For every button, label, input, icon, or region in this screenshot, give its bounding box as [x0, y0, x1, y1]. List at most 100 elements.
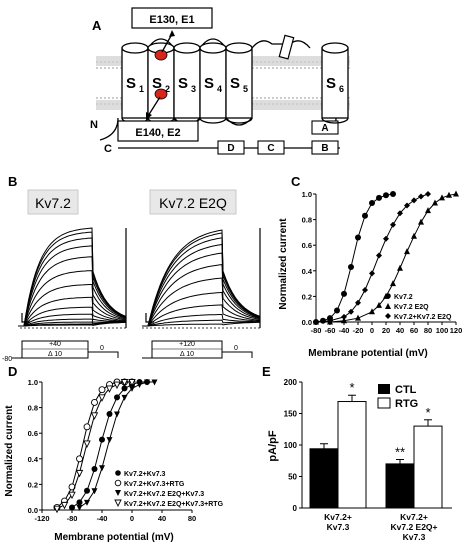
data-point-series-3	[397, 210, 403, 217]
legend-label-kv72-kv73-rtg: Kv7.2+Kv7.3+RTG	[124, 481, 185, 488]
category-label: Kv7.2+	[400, 512, 428, 522]
helix-d: D	[217, 140, 245, 155]
data-point-series-3	[418, 193, 424, 200]
scale-bar-left	[21, 313, 30, 323]
data-point-series-2	[369, 308, 375, 315]
data-point-series-4	[53, 505, 61, 514]
category-label: Kv7.3	[327, 522, 350, 532]
data-point-series-2	[411, 232, 417, 239]
legend-label-kv72-kv73: Kv7.2+Kv7.3	[124, 471, 166, 478]
legend-label-ctl: CTL	[395, 384, 417, 396]
helix-c-label: C	[267, 143, 274, 154]
panel-d-ylabel: Normalized current	[4, 405, 15, 497]
data-point-series-3	[136, 382, 143, 389]
data-point-series-2	[341, 317, 347, 324]
legend-label-kv72-e2q: Kv7.2 E2Q	[394, 304, 429, 311]
fit-curve-2	[316, 193, 457, 323]
loop-s5-pore	[251, 40, 311, 49]
panel-label-b: B	[8, 174, 17, 189]
current-traces-kv72-e2q	[142, 228, 261, 328]
y-tick-label: 150	[284, 410, 298, 419]
data-point-series-2	[98, 386, 106, 394]
arrow-to-e130	[161, 33, 173, 53]
segment-s5-label: S	[230, 75, 240, 92]
bar-ctl	[385, 463, 415, 509]
data-point-series-2	[76, 455, 83, 463]
category-label: Kv7.2+	[324, 512, 352, 522]
x-tick-label: 20	[382, 326, 390, 335]
panel-b: B Kv7.2 Kv7.2 E2Q +40 Δ 10 -80 0 +120 Δ …	[2, 174, 262, 363]
current-trace	[18, 313, 126, 327]
y-tick-label: 1.0	[302, 190, 312, 199]
segment-s5-subscript: 5	[243, 84, 248, 94]
current-trace	[18, 321, 126, 327]
legend-swatch-rtg	[377, 397, 391, 409]
data-point-series-4	[113, 381, 121, 390]
data-point-series-3	[355, 299, 361, 306]
segment-s3-top	[173, 42, 201, 54]
fit-curve-3	[79, 381, 155, 508]
helix-b-label: B	[321, 143, 328, 154]
voltage-protocol-right: +120 Δ 10 0	[142, 340, 253, 359]
data-point-series-1	[369, 199, 375, 206]
x-tick-label: -120	[34, 514, 49, 523]
current-traces-kv72	[18, 227, 127, 328]
data-point-series-2	[83, 423, 91, 431]
y-tick-label: 0.6	[302, 241, 312, 250]
panel-label-a: A	[92, 18, 102, 33]
y-tick-label: 200	[284, 378, 298, 387]
y-tick-label: 50	[288, 473, 297, 482]
current-trace	[18, 306, 127, 327]
data-point-series-3	[327, 317, 333, 324]
data-point-series-3	[84, 499, 90, 506]
legend-swatch-ctl	[378, 384, 390, 394]
bar-ctl	[309, 448, 339, 509]
data-point-series-3	[114, 411, 120, 418]
data-point-series-1	[376, 194, 382, 201]
data-point-series-2	[453, 190, 459, 197]
data-point-series-2	[439, 194, 445, 201]
x-tick-label: -20	[353, 326, 364, 335]
data-point-series-4	[75, 469, 84, 478]
x-tick-label: 60	[410, 326, 418, 335]
data-point-series-1	[69, 504, 75, 511]
segment-s5-bottom	[225, 117, 253, 124]
x-tick-label: 100	[436, 326, 449, 335]
panel-d: D Normalized current Membrane potential …	[4, 364, 224, 543]
y-tick-label: 0	[293, 504, 298, 513]
helix-c: C	[257, 140, 285, 155]
data-point-series-2	[404, 248, 410, 255]
segment-s3-label: S	[178, 75, 188, 92]
segment-s6-bottom	[321, 117, 349, 124]
legend-label-rtg: RTG	[395, 398, 418, 410]
legend-marker-kv72-mix	[385, 313, 391, 319]
e130-label: E130, E1	[149, 14, 194, 26]
segment-s4-top	[199, 42, 227, 54]
y-tick-label: 100	[284, 441, 298, 450]
trace-label-kv72-e2q: Kv7.2 E2Q	[159, 195, 227, 211]
data-point-series-3	[411, 197, 417, 204]
e140-residue-marker	[154, 88, 168, 100]
y-tick-label: 0.8	[28, 404, 38, 413]
data-point-series-2	[91, 399, 98, 406]
current-trace	[142, 264, 261, 327]
n-terminus-label: N	[90, 119, 98, 131]
panel-d-legend: Kv7.2+Kv7.3 Kv7.2+Kv7.3+RTG Kv7.2+Kv7.2 …	[114, 470, 224, 508]
arrow-to-e140	[147, 96, 161, 117]
data-point-series-4	[120, 379, 129, 387]
legend-label-e2q-kv73-rtg: Kv7.2+Kv7.2 E2Q+Kv7.3+RTG	[124, 501, 224, 508]
legend-marker-kv72-kv73	[115, 470, 121, 476]
data-point-series-3	[341, 313, 347, 320]
data-point-series-3	[99, 465, 105, 472]
segment-s4-label: S	[204, 75, 214, 92]
x-tick-label: 40	[396, 326, 404, 335]
protocol-left-step: Δ 10	[48, 351, 62, 358]
legend-label-kv72-mix: Kv7.2+Kv7.2 E2Q	[394, 314, 452, 321]
x-tick-label: 120	[450, 326, 463, 335]
data-point-series-3	[313, 319, 319, 325]
